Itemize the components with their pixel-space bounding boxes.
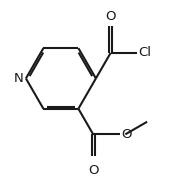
Text: O: O (121, 128, 132, 141)
Text: N: N (14, 72, 24, 85)
Text: O: O (105, 10, 116, 23)
Text: Cl: Cl (139, 46, 151, 59)
Text: O: O (88, 164, 98, 177)
